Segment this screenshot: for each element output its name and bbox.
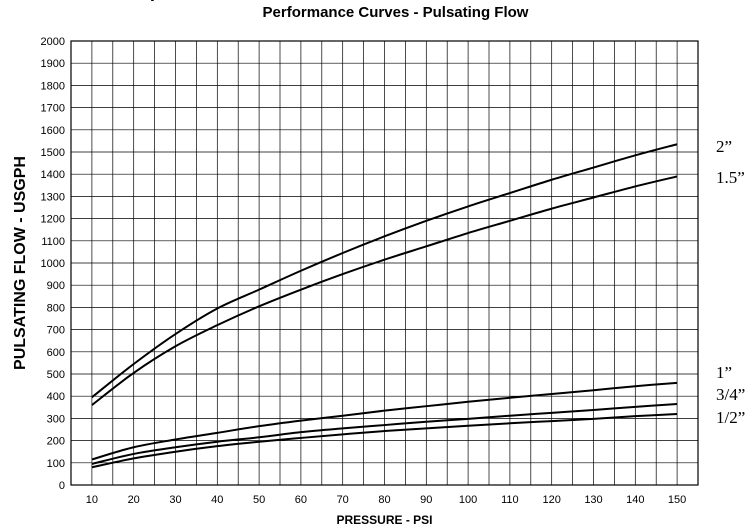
series-label-0: 2” [716,137,732,156]
y-tick-label: 1900 [41,58,65,70]
x-tick-label: 70 [337,494,349,506]
x-tick-label: 120 [543,494,561,506]
y-tick-label: 100 [47,458,65,470]
y-tick-label: 800 [47,302,65,314]
y-tick-label: 0 [59,480,65,492]
series-line-0 [91,143,678,399]
x-tick-label: 30 [169,494,181,506]
series-line-2 [91,381,678,461]
y-axis-title: PULSATING FLOW - USGPH [12,156,29,370]
x-tick-label: 150 [668,494,686,506]
x-tick-label: 60 [295,494,307,506]
y-tick-label: 1000 [41,258,65,270]
y-tick-label: 700 [47,325,65,337]
plot-frame [70,40,699,486]
x-tick-label: 90 [420,494,432,506]
series-label-2: 1” [716,363,732,382]
y-tick-label: 2000 [41,36,65,48]
x-tick-label: 50 [253,494,265,506]
x-tick-label: 80 [378,494,390,506]
x-tick-label: 100 [459,494,477,506]
x-tick-label: 130 [584,494,602,506]
y-tick-label: 1800 [41,80,65,92]
y-tick-label: 1300 [41,191,65,203]
series-label-1: 1.5” [716,168,745,187]
series-line-1 [91,175,678,406]
x-tick-label: 40 [211,494,223,506]
x-tick-label: 110 [501,494,519,506]
y-tick-label: 1700 [41,103,65,115]
y-tick-label: 400 [47,391,65,403]
y-tick-label: 200 [47,436,65,448]
y-tick-label: 1200 [41,214,65,226]
y-tick-label: 1500 [41,147,65,159]
y-tick-label: 1100 [41,236,65,248]
series-label-4: 1/2” [716,408,745,427]
series-line-3 [91,402,678,465]
x-tick-label: 10 [86,494,98,506]
y-tick-label: 1600 [41,125,65,137]
chart-title-clipped: ( [150,0,710,1]
series-line-4 [91,412,678,469]
y-tick-label: 300 [47,413,65,425]
y-tick-label: 500 [47,369,65,381]
y-tick-label: 600 [47,347,65,359]
x-tick-label: 20 [128,494,140,506]
series-label-3: 3/4” [716,385,745,404]
x-axis-title: PRESSURE - PSI [336,513,432,527]
chart-subtitle: Performance Curves - Pulsating Flow [262,4,529,21]
y-tick-label: 1400 [41,169,65,181]
y-tick-label: 900 [47,280,65,292]
x-tick-label: 140 [626,494,644,506]
